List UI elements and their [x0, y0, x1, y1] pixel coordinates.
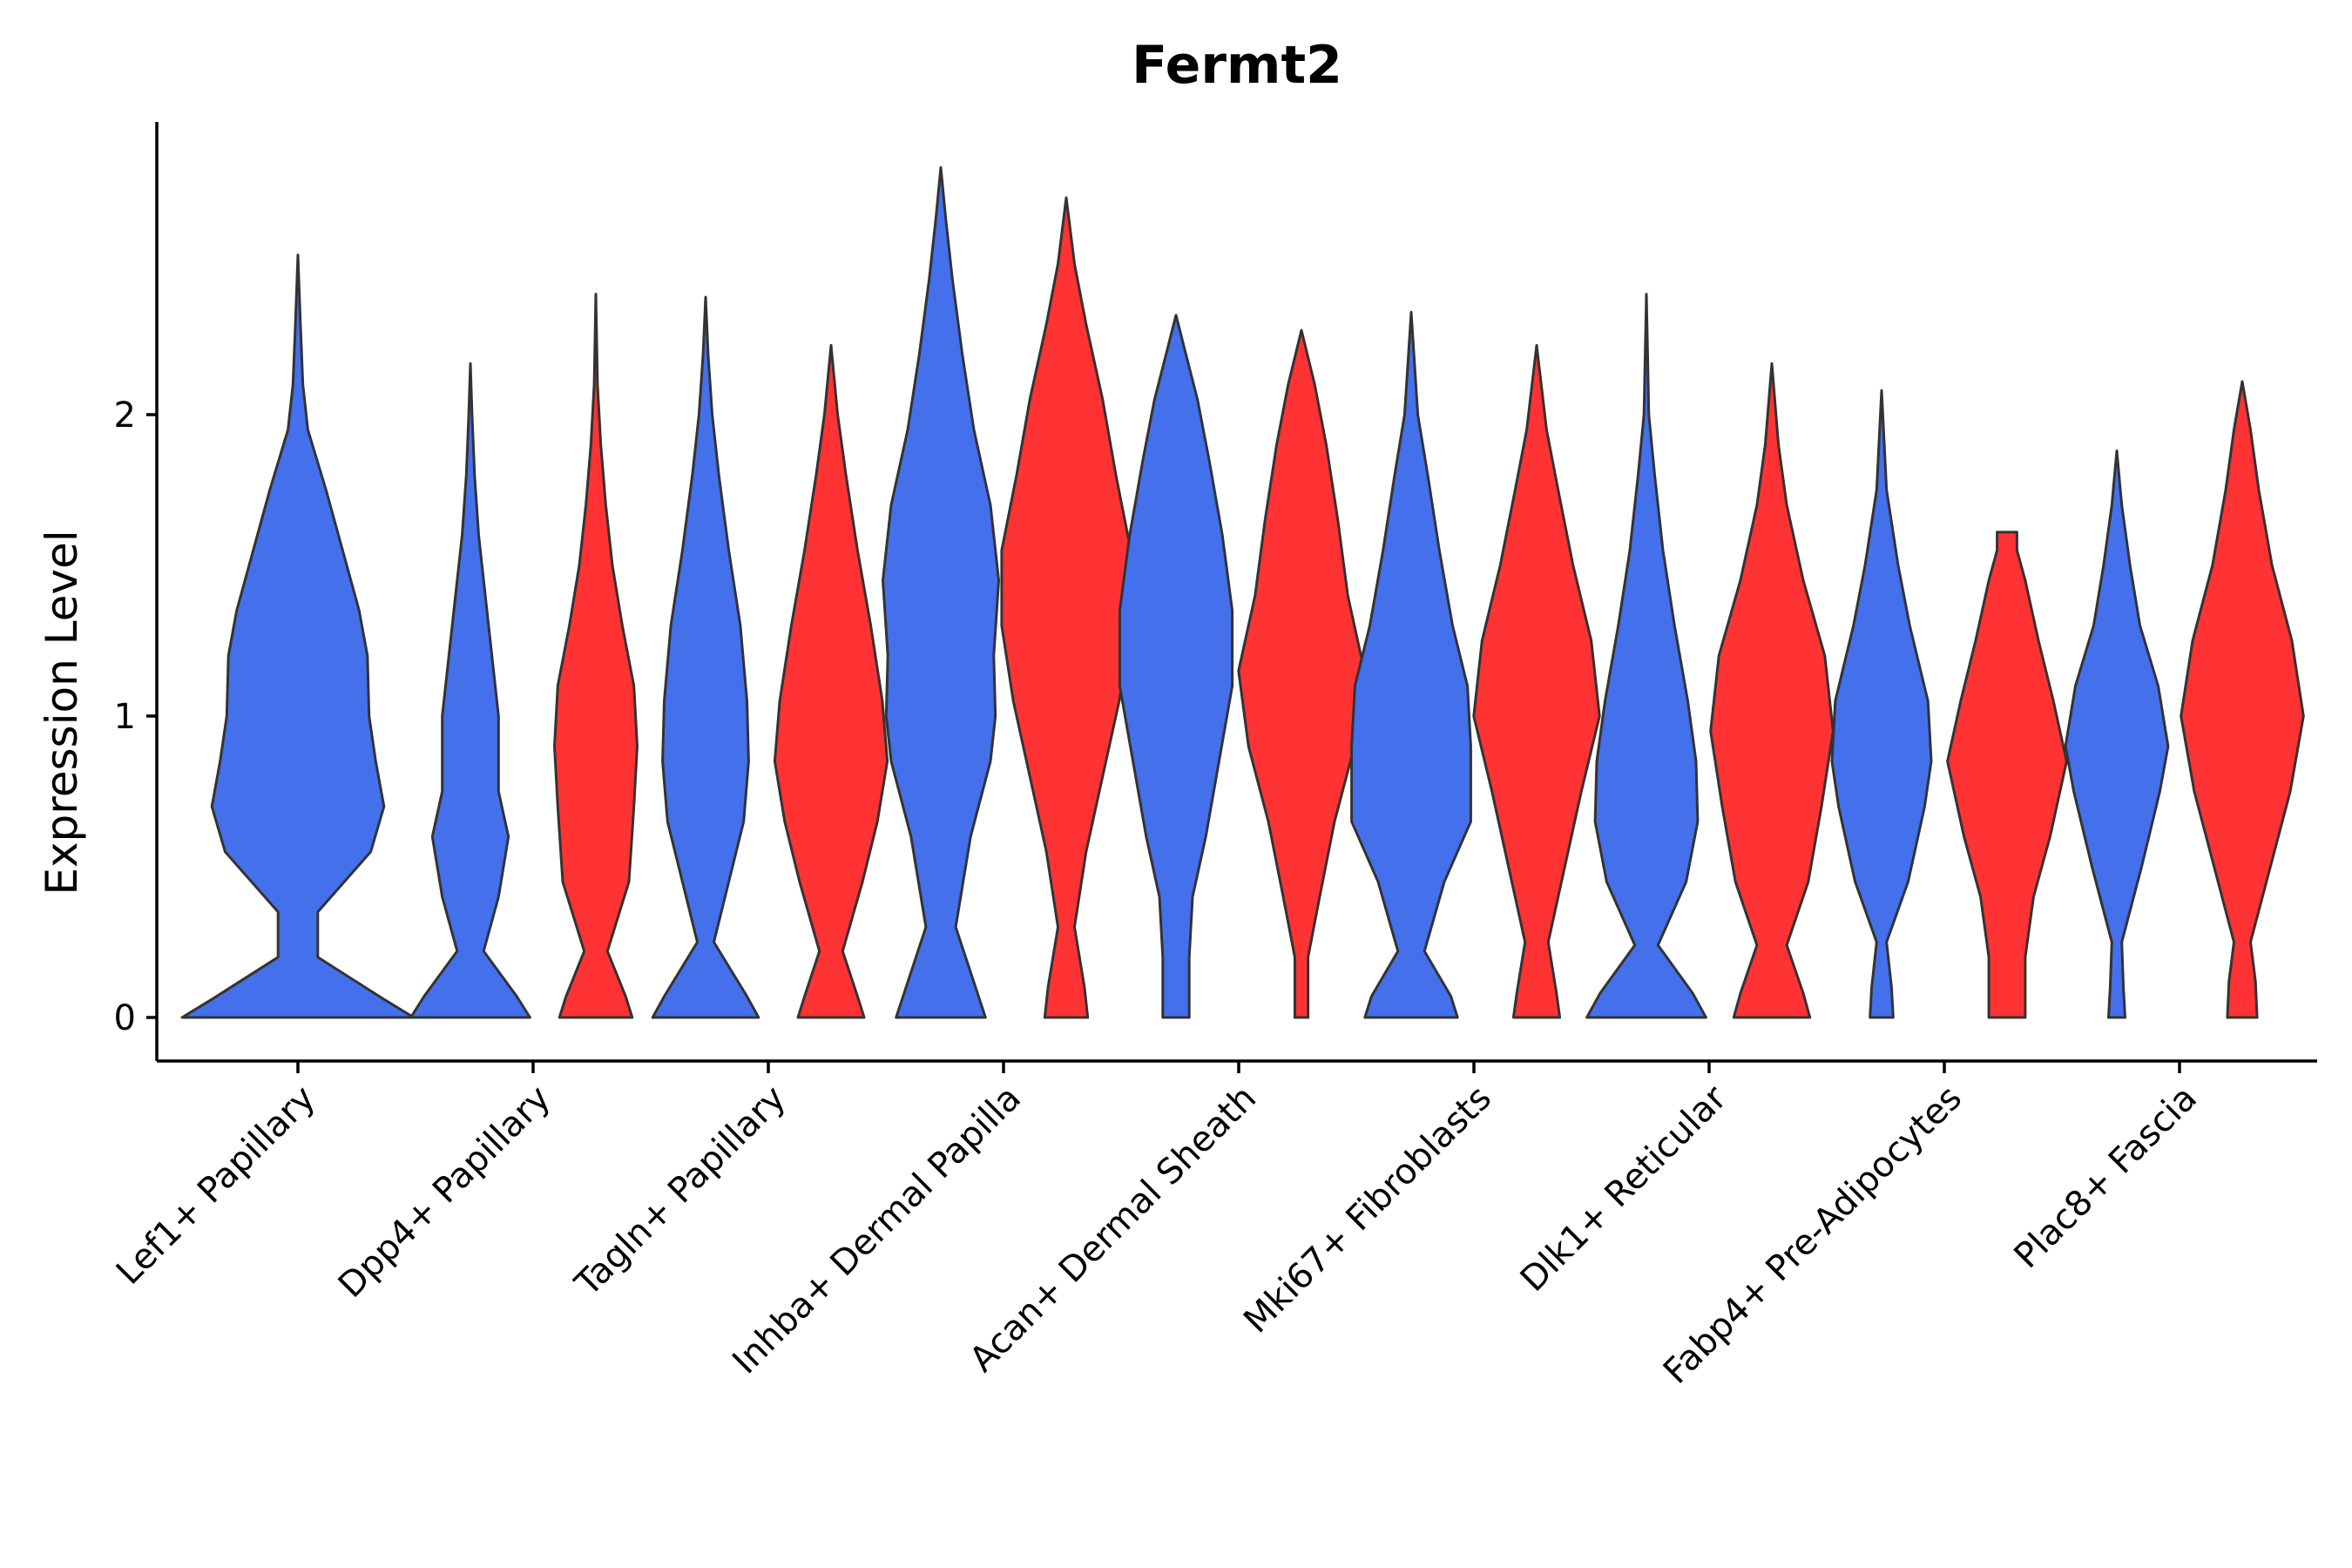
violin-red — [2180, 380, 2305, 1019]
violin-blue — [1118, 314, 1234, 1019]
violin-red — [1472, 343, 1601, 1019]
violin-blue — [409, 362, 531, 1019]
chart-title: Fermt2 — [1132, 35, 1342, 96]
violin-blue — [1585, 293, 1707, 1019]
y-tick-label: 0 — [114, 998, 136, 1038]
violin-red — [1709, 362, 1835, 1019]
violin-red — [553, 293, 639, 1019]
violin-blue — [882, 166, 1000, 1019]
x-ticks: Lef1+ Papillary Dpp4+ Papillary Tagln+ Pap… — [109, 1061, 2205, 1392]
x-tick-label: Mki67+ Fibroblasts — [1236, 1078, 1499, 1342]
x-tick-label: Plac8+ Fascia — [2007, 1078, 2206, 1277]
violin-red — [1237, 328, 1366, 1019]
violin-blue — [2064, 449, 2170, 1019]
violin-blue — [651, 295, 760, 1019]
x-tick-label: Dpp4+ Papillary — [331, 1078, 558, 1306]
violin-blue — [180, 253, 416, 1019]
y-tick-label: 2 — [114, 395, 136, 436]
violin-layer — [180, 166, 2305, 1019]
violin-red — [1000, 196, 1132, 1019]
violin-red — [773, 343, 889, 1019]
x-tick-label: Lef1+ Papillary — [109, 1078, 323, 1293]
y-axis-label: Expression Level — [37, 530, 87, 895]
y-ticks: 0 1 2 — [114, 395, 157, 1038]
y-tick-label: 1 — [114, 697, 136, 737]
violin-blue — [1350, 310, 1472, 1019]
x-tick-label: Dlk1+ Reticular — [1513, 1078, 1735, 1300]
x-tick-label: Tagln+ Papillary — [567, 1078, 794, 1305]
violin-red — [1946, 531, 2068, 1019]
violin-blue — [1830, 389, 1933, 1019]
